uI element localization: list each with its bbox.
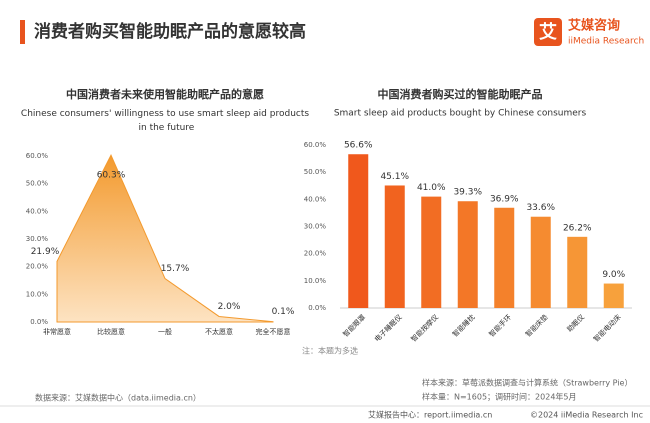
report-center: 艾媒报告中心：report.iimedia.cn bbox=[368, 410, 492, 420]
y-tick-label: 50.0% bbox=[26, 180, 49, 188]
area bbox=[56, 154, 274, 323]
bar bbox=[457, 201, 478, 308]
logo-name: 艾媒咨询 bbox=[568, 18, 620, 34]
subtitle-line: Chinese consumers' willingness to use sm… bbox=[21, 109, 309, 119]
x-tick-label: 一般 bbox=[158, 327, 172, 336]
y-tick-label: 20.0% bbox=[26, 263, 49, 271]
bar bbox=[421, 196, 442, 308]
value-label: 33.6% bbox=[526, 203, 555, 213]
x-tick-label: 不太愿意 bbox=[205, 327, 233, 336]
bar bbox=[494, 207, 515, 308]
chart-title: 中国消费者购买过的智能助眠产品 bbox=[378, 87, 543, 101]
x-tick-label: 智能手环 bbox=[487, 312, 513, 338]
bar bbox=[567, 236, 588, 308]
title-accent bbox=[20, 20, 25, 44]
y-tick-label: 20.0% bbox=[304, 250, 327, 258]
y-tick-label: 0.0% bbox=[308, 304, 326, 312]
y-tick-label: 40.0% bbox=[26, 207, 49, 215]
value-label: 36.9% bbox=[490, 194, 519, 204]
x-tick-label: 电子睡眠仪 bbox=[372, 312, 403, 343]
y-tick-label: 60.0% bbox=[26, 152, 49, 160]
x-tick-label: 完全不愿意 bbox=[256, 327, 291, 336]
sample-source: 样本来源：草莓派数据调查与计算系统（Strawberry Pie） bbox=[422, 378, 632, 388]
value-label: 41.0% bbox=[417, 183, 446, 193]
subtitle-line: in the future bbox=[136, 123, 195, 133]
source: 数据来源：艾媒数据中心（data.iimedia.cn） bbox=[35, 393, 201, 403]
page-title: 消费者购买智能助眠产品的意愿较高 bbox=[34, 21, 306, 42]
x-tick-label: 智能床垫 bbox=[523, 312, 549, 338]
x-tick-label: 助眠仪 bbox=[565, 312, 586, 333]
y-tick-label: 30.0% bbox=[304, 223, 327, 231]
chart-title: 中国消费者未来使用智能助眠产品的意愿 bbox=[66, 87, 264, 101]
y-tick-label: 10.0% bbox=[304, 277, 327, 285]
bar bbox=[530, 216, 551, 308]
logo-box bbox=[534, 18, 562, 46]
value-label: 0.1% bbox=[272, 307, 295, 317]
x-tick-label: 智能按摩仪 bbox=[409, 312, 440, 343]
value-label: 21.9% bbox=[31, 247, 60, 257]
x-tick-label: 智能睡枕 bbox=[450, 312, 476, 338]
value-label: 15.7% bbox=[161, 264, 190, 274]
y-tick-label: 50.0% bbox=[304, 168, 327, 176]
value-label: 39.3% bbox=[453, 188, 482, 198]
value-label: 26.2% bbox=[563, 223, 592, 233]
y-tick-label: 0.0% bbox=[30, 318, 48, 326]
value-label: 9.0% bbox=[602, 270, 625, 280]
y-tick-label: 10.0% bbox=[26, 290, 49, 298]
chart-subtitle: Smart sleep aid products bought by Chine… bbox=[334, 109, 587, 119]
copyright: ©2024 iiMedia Research Inc bbox=[530, 411, 643, 420]
sample-size: 样本量：N=1605；调研时间：2024年5月 bbox=[422, 392, 577, 402]
x-tick-label: 智能电动床 bbox=[591, 312, 622, 343]
chart-subtitle: Chinese consumers' willingness to use sm… bbox=[21, 109, 309, 133]
y-tick-label: 30.0% bbox=[26, 235, 49, 243]
value-label: 56.6% bbox=[344, 141, 373, 151]
x-tick-label: 比较愿意 bbox=[97, 327, 125, 336]
logo-sub: iiMedia Research bbox=[568, 37, 644, 47]
bar bbox=[348, 154, 369, 308]
value-label: 60.3% bbox=[97, 171, 126, 181]
y-tick-label: 40.0% bbox=[304, 195, 327, 203]
value-label: 2.0% bbox=[218, 302, 241, 312]
bar bbox=[603, 283, 624, 308]
x-tick-label: 非常愿意 bbox=[43, 327, 71, 336]
logo-icon: 艾 bbox=[539, 21, 557, 43]
note: 注：本题为多选 bbox=[302, 346, 358, 356]
bar bbox=[384, 185, 405, 308]
x-tick-label: 智能眼罩 bbox=[341, 312, 367, 338]
value-label: 45.1% bbox=[380, 172, 409, 182]
y-tick-label: 60.0% bbox=[304, 141, 327, 149]
